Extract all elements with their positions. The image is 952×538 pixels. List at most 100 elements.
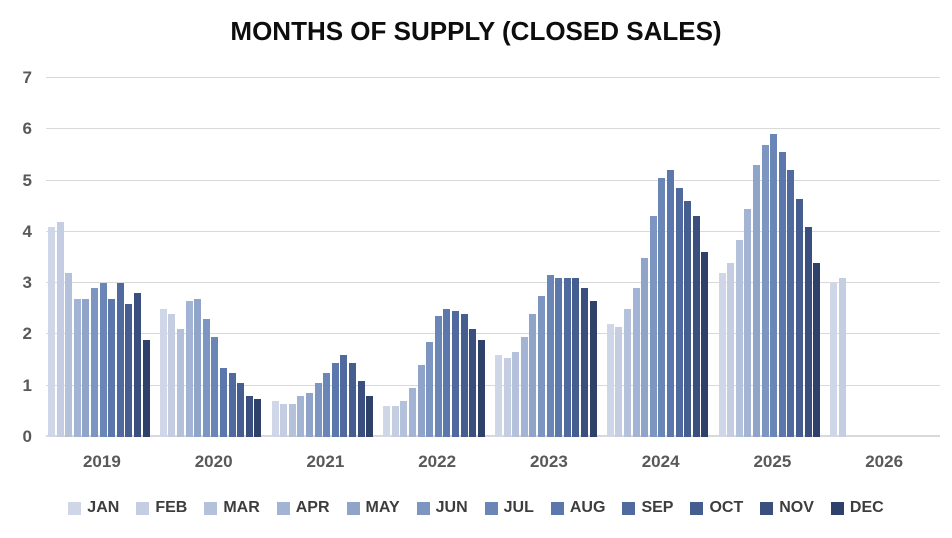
legend-label-jun: JUN xyxy=(435,499,468,516)
bar-2019-apr xyxy=(73,298,81,437)
legend-swatch-oct xyxy=(690,501,704,515)
bar-2023-aug xyxy=(555,278,563,437)
gridline-4 xyxy=(46,230,940,232)
x-axis-label-2021: 2021 xyxy=(306,452,345,471)
bar-2020-nov xyxy=(245,395,253,437)
bar-2023-may xyxy=(529,313,537,437)
bar-2025-feb xyxy=(727,262,735,437)
bar-2021-jan xyxy=(271,401,279,437)
y-axis-label-6: 6 xyxy=(22,119,32,139)
bar-2021-mar xyxy=(288,403,296,437)
y-axis-label-3: 3 xyxy=(22,273,32,293)
bar-2022-feb xyxy=(391,406,399,437)
bar-2022-oct xyxy=(460,313,468,437)
bar-2024-jan xyxy=(606,324,614,437)
x-axis-label-2024: 2024 xyxy=(641,452,680,471)
bar-2020-may xyxy=(194,298,202,437)
bar-2025-dec xyxy=(813,262,821,437)
legend-swatch-aug xyxy=(550,501,564,515)
y-axis-label-4: 4 xyxy=(22,221,32,241)
y-axis-label-5: 5 xyxy=(22,170,32,190)
bar-2022-jun xyxy=(426,342,434,437)
bar-2023-oct xyxy=(572,278,580,437)
x-axis-label-2025: 2025 xyxy=(753,452,792,471)
bar-2023-nov xyxy=(581,288,588,437)
bar-2021-nov xyxy=(357,380,365,437)
legend-label-sep: SEP xyxy=(641,499,674,516)
legend-item-aug: AUG xyxy=(550,499,606,517)
y-axis-label-0: 0 xyxy=(22,427,32,446)
bar-2021-sep xyxy=(340,354,348,437)
legend-swatch-mar xyxy=(204,501,218,515)
bar-2026-feb xyxy=(838,278,846,437)
bar-2022-apr xyxy=(409,388,417,437)
bar-2025-apr xyxy=(744,208,752,437)
year-group-2020 xyxy=(158,78,270,437)
legend-label-oct: OCT xyxy=(709,499,744,516)
bar-2024-apr xyxy=(632,288,640,437)
bar-2023-dec xyxy=(589,301,597,437)
bar-2024-jun xyxy=(649,216,657,437)
bar-2024-sep xyxy=(675,188,683,437)
legend-item-dec: DEC xyxy=(830,499,884,517)
bar-2020-oct xyxy=(237,383,245,437)
bar-2023-jun xyxy=(538,295,545,437)
gridline-3 xyxy=(46,282,940,284)
gridline-0 xyxy=(46,435,940,437)
year-group-2024 xyxy=(605,78,717,437)
legend-label-may: MAY xyxy=(365,499,400,516)
legend-label-aug: AUG xyxy=(569,499,606,516)
bar-2024-may xyxy=(641,257,649,437)
bar-2020-dec xyxy=(254,398,262,437)
bar-2023-apr xyxy=(520,337,528,437)
bar-2021-jun xyxy=(314,383,322,437)
legend-swatch-may xyxy=(346,501,360,515)
bar-2025-mar xyxy=(735,239,743,437)
bar-2025-sep xyxy=(787,170,795,437)
bar-2025-aug xyxy=(778,152,786,437)
bar-2024-oct xyxy=(684,201,692,437)
bar-2019-mar xyxy=(65,272,73,437)
bar-2022-mar xyxy=(400,401,408,437)
year-group-2022 xyxy=(381,78,493,437)
bar-2022-nov xyxy=(469,329,477,437)
x-axis-label-2019: 2019 xyxy=(82,452,121,471)
legend-item-apr: APR xyxy=(276,499,330,517)
legend-label-dec: DEC xyxy=(849,499,884,516)
bar-2026-jan xyxy=(830,283,838,437)
bar-2021-aug xyxy=(331,362,339,437)
legend-swatch-nov xyxy=(760,501,774,515)
y-axis-label-7: 7 xyxy=(22,68,32,87)
bar-2019-jun xyxy=(91,288,98,437)
bar-2022-aug xyxy=(443,308,451,437)
x-axis-label-2026: 2026 xyxy=(865,452,904,471)
year-group-2025 xyxy=(717,78,829,437)
gridline-1 xyxy=(46,384,940,386)
y-axis-label-2: 2 xyxy=(22,324,32,344)
x-axis-label-2022: 2022 xyxy=(418,452,457,471)
bar-2019-dec xyxy=(142,339,150,437)
legend: JAN FEB MAR APR MAY JUN JUL AUG SEP OCT NOV DEC xyxy=(0,499,952,517)
legend-label-feb: FEB xyxy=(155,499,188,516)
bar-2019-oct xyxy=(125,303,133,437)
bar-2023-jul xyxy=(546,275,554,437)
bar-2019-sep xyxy=(116,283,124,437)
bar-2020-sep xyxy=(228,372,236,437)
bar-2019-may xyxy=(82,298,90,437)
bar-2025-jul xyxy=(770,134,778,437)
year-group-2023 xyxy=(493,78,605,437)
plot-area xyxy=(46,77,940,437)
bar-2020-apr xyxy=(185,301,193,437)
bar-2020-jan xyxy=(159,308,167,437)
bar-2025-jun xyxy=(761,144,769,437)
legend-item-mar: MAR xyxy=(204,499,260,517)
bar-2019-jan xyxy=(48,226,55,437)
bar-2025-oct xyxy=(795,198,803,437)
bar-2023-jan xyxy=(495,354,502,437)
legend-item-nov: NOV xyxy=(760,499,814,517)
bar-2019-feb xyxy=(56,221,64,437)
bar-2019-jul xyxy=(99,283,107,437)
gridline-6 xyxy=(46,128,940,130)
bar-2024-dec xyxy=(701,252,709,437)
